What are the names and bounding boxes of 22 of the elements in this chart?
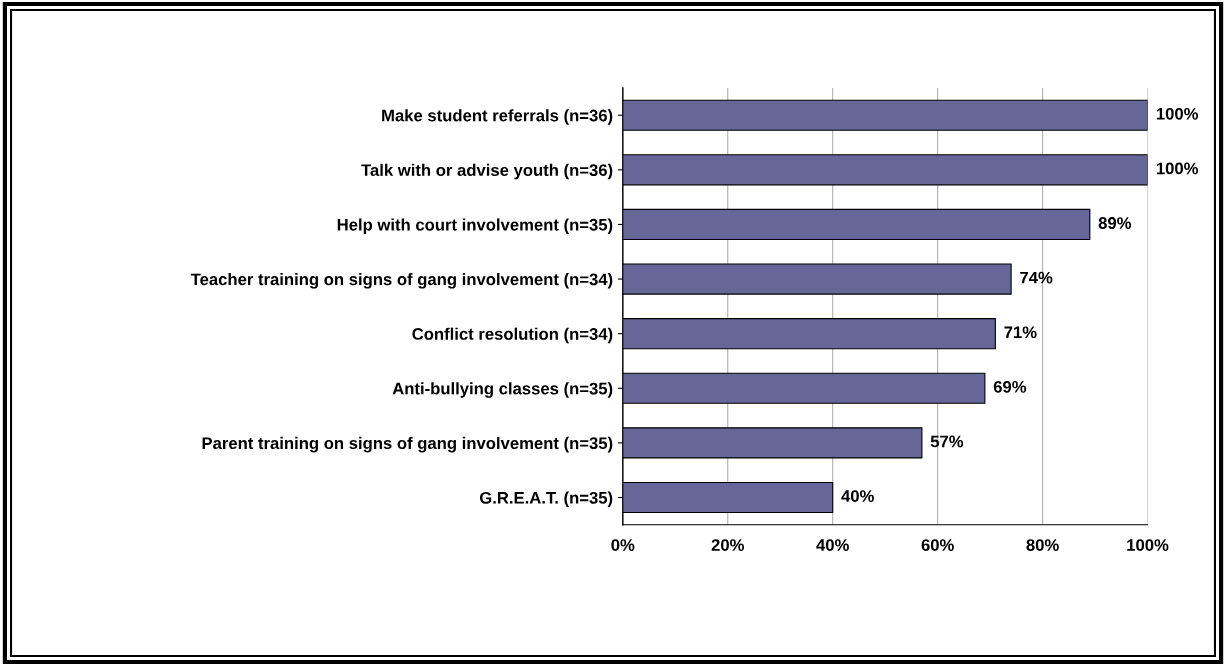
y-tick-label: Anti-bullying classes (n=35) xyxy=(392,382,613,398)
data-label: 40% xyxy=(841,490,874,502)
x-tick-label: 0% xyxy=(611,539,635,551)
data-label: 100% xyxy=(1156,162,1199,175)
y-tick-label: Parent training on signs of gang involvement (n=35) xyxy=(202,436,613,453)
y-tick-label: G.R.E.A.T. (n=35) xyxy=(479,491,613,507)
y-tick-label: Teacher training on signs of gang involvement (n=34) xyxy=(190,273,613,289)
x-tick-label: 80% xyxy=(1026,539,1059,551)
y-tick-label: Talk with or advise youth (n=36) xyxy=(361,163,613,180)
x-tick-label: 100% xyxy=(1127,539,1169,551)
x-tick-label: 20% xyxy=(711,539,744,551)
x-tick-label: 40% xyxy=(816,539,849,551)
x-tick-label: 60% xyxy=(921,539,954,551)
data-label: 89% xyxy=(1098,217,1132,229)
y-tick-label: Make student referrals (n=36) xyxy=(382,109,613,125)
data-label: 69% xyxy=(993,380,1027,393)
data-label: 57% xyxy=(930,435,964,448)
y-tick-label: Conflict resolution (n=34) xyxy=(412,327,613,344)
data-label: 71% xyxy=(1004,326,1037,339)
data-label: 100% xyxy=(1156,107,1199,120)
data-label: 74% xyxy=(1020,271,1053,284)
y-tick-label: Help with court involvement (n=35) xyxy=(337,218,613,234)
